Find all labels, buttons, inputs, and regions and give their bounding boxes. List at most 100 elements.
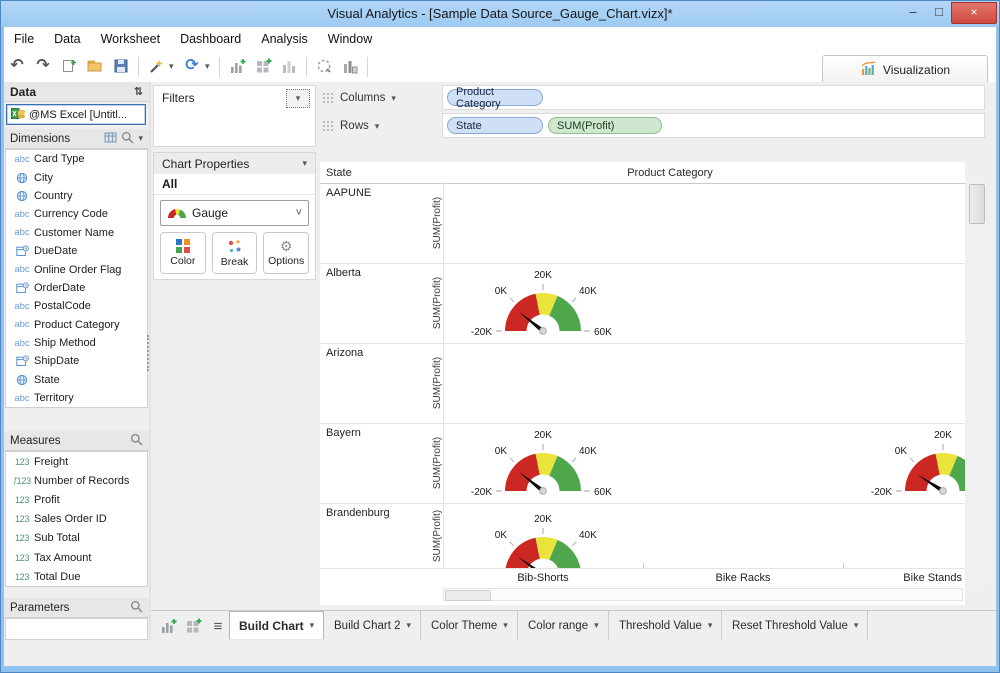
field-label: State — [34, 373, 60, 386]
refresh-button[interactable]: ⟳ — [180, 54, 204, 78]
menu-item-worksheet[interactable]: Worksheet — [100, 32, 161, 46]
measure-field[interactable]: 123 Freight — [6, 452, 147, 471]
redo-button[interactable]: ↷ — [31, 54, 55, 78]
columns-shelf-control[interactable]: Columns ▾ — [322, 87, 438, 109]
table-view-icon[interactable] — [104, 131, 117, 147]
dimension-field[interactable]: abc Currency Code — [6, 205, 147, 223]
dimension-field[interactable]: abc Online Order Flag — [6, 260, 147, 278]
add-chart-button[interactable] — [225, 54, 249, 78]
dimension-field[interactable]: abc Product Category — [6, 316, 147, 334]
minimize-button[interactable]: – — [909, 4, 917, 19]
chevron-down-icon[interactable]: ▾ — [503, 620, 508, 630]
sheet-tab-build-chart-2[interactable]: Build Chart 2 ▾ — [325, 611, 422, 640]
chart-type-select[interactable]: Gauge ˅ — [160, 200, 309, 226]
field-icon-slot: 123 — [10, 533, 34, 543]
break-button[interactable]: Break — [211, 232, 258, 274]
dimension-field[interactable]: City — [6, 168, 147, 186]
chevron-down-icon[interactable]: ▾ — [138, 133, 143, 143]
visualization-tab[interactable]: Visualization — [822, 55, 988, 83]
open-folder-button[interactable] — [83, 54, 107, 78]
menu-item-file[interactable]: File — [14, 32, 35, 46]
horizontal-scrollbar[interactable] — [443, 588, 963, 601]
dimension-field[interactable]: DueDate — [6, 242, 147, 260]
field-label: ShipDate — [34, 355, 80, 368]
lasso-select-button[interactable] — [312, 54, 336, 78]
maximize-button[interactable]: □ — [935, 4, 943, 19]
list-button[interactable]: ≡ — [207, 615, 229, 637]
pill-sum-profit-[interactable]: SUM(Profit) — [548, 117, 662, 134]
measure-field[interactable]: 123 Total Due — [6, 567, 147, 586]
color-button[interactable]: Color — [160, 232, 206, 274]
excel-glyph — [11, 107, 25, 119]
menu-item-analysis[interactable]: Analysis — [261, 32, 308, 46]
horizontal-scrollbar-thumb[interactable] — [445, 590, 491, 601]
column-chart-button[interactable] — [338, 54, 362, 78]
add-dashboard-button[interactable] — [182, 615, 204, 637]
color-square — [183, 239, 190, 246]
menu-item-data[interactable]: Data — [54, 32, 81, 46]
clear-icon — [148, 58, 164, 74]
data-source-item[interactable]: @MS Excel [Untitl... — [6, 104, 146, 125]
add-chart-button[interactable] — [157, 615, 179, 637]
dimension-field[interactable]: abc PostalCode — [6, 297, 147, 315]
save-button[interactable] — [109, 54, 133, 78]
add-dashboard-button[interactable] — [251, 54, 275, 78]
dropdown-caret[interactable]: ▾ — [205, 54, 215, 78]
panel-splitter[interactable] — [149, 82, 151, 666]
sort-updown-icon[interactable]: ⇅ — [133, 86, 143, 98]
measure-field[interactable]: 123 Profit — [6, 490, 147, 509]
chevron-down-icon: ▾ — [169, 60, 174, 71]
chart-properties-header[interactable]: Chart Properties ▾ — [154, 153, 315, 174]
add-dashboard-glyph — [186, 618, 201, 633]
clear-button[interactable] — [144, 54, 168, 78]
dimension-field[interactable]: ShipDate — [6, 352, 147, 370]
sheet-tab-reset-threshold-value[interactable]: Reset Threshold Value ▾ — [723, 611, 869, 640]
gauge-tick-label: 40K — [579, 530, 597, 541]
new-document-button[interactable] — [57, 54, 81, 78]
search-icon[interactable] — [130, 600, 143, 616]
rows-shelf-control[interactable]: Rows ▾ — [322, 115, 438, 137]
measure-field[interactable]: 123 Sales Order ID — [6, 510, 147, 529]
menu-item-window[interactable]: Window — [327, 32, 373, 46]
measure-field[interactable]: ƒ 123 Number of Records — [6, 471, 147, 490]
sheet-tab-color-theme[interactable]: Color Theme ▾ — [422, 611, 518, 640]
chevron-down-icon: ˅ — [295, 207, 302, 219]
bar-chart-button[interactable] — [277, 54, 301, 78]
rows-shelf[interactable]: State SUM(Profit) — [442, 113, 985, 138]
chevron-down-icon[interactable]: ▾ — [406, 620, 412, 630]
dropdown-caret[interactable]: ▾ — [169, 54, 179, 78]
vertical-scrollbar[interactable] — [968, 183, 985, 586]
button-label: Options — [268, 255, 305, 267]
options-button[interactable]: ⚙ Options — [263, 232, 310, 274]
measure-field[interactable]: 123 Sub Total — [6, 529, 147, 548]
dimension-field[interactable]: abc Ship Method — [6, 334, 147, 352]
dimension-field[interactable]: abc Territory — [6, 389, 147, 407]
sheet-tab-build-chart[interactable]: Build Chart ▾ — [229, 611, 325, 640]
menu-item-dashboard[interactable]: Dashboard — [180, 32, 242, 46]
search-icon[interactable] — [130, 433, 143, 449]
filters-dropdown-button[interactable]: ▾ — [286, 89, 310, 108]
dimension-field[interactable]: abc Card Type — [6, 150, 147, 168]
close-button[interactable]: × — [951, 2, 997, 24]
sheet-tab-threshold-value[interactable]: Threshold Value ▾ — [610, 611, 723, 640]
columns-shelf[interactable]: Product Category — [442, 85, 985, 110]
dimension-field[interactable]: OrderDate — [6, 279, 147, 297]
search-icon — [130, 433, 143, 446]
dimension-field[interactable]: State — [6, 371, 147, 389]
measure-field[interactable]: 123 Tax Amount — [6, 548, 147, 567]
panel-splitter-handle[interactable] — [147, 335, 154, 371]
dimension-field[interactable]: Country — [6, 187, 147, 205]
pill-product-category[interactable]: Product Category — [447, 86, 543, 110]
chevron-down-icon[interactable]: ▾ — [853, 620, 859, 630]
search-icon[interactable] — [121, 131, 134, 147]
chevron-down-icon[interactable]: ▾ — [707, 620, 713, 630]
vertical-scrollbar-thumb[interactable] — [969, 184, 985, 224]
dimension-field[interactable]: abc Customer Name — [6, 224, 147, 242]
pill-state[interactable]: State — [447, 117, 543, 134]
chevron-down-icon[interactable]: ▾ — [309, 620, 315, 630]
add-chart-icon — [229, 58, 246, 74]
chevron-down-icon[interactable]: ▾ — [594, 620, 599, 630]
undo-button[interactable]: ↶ — [5, 54, 29, 78]
title-bar[interactable]: Visual Analytics - [Sample Data Source_G… — [1, 1, 999, 27]
sheet-tab-color-range[interactable]: Color range ▾ — [519, 611, 609, 640]
